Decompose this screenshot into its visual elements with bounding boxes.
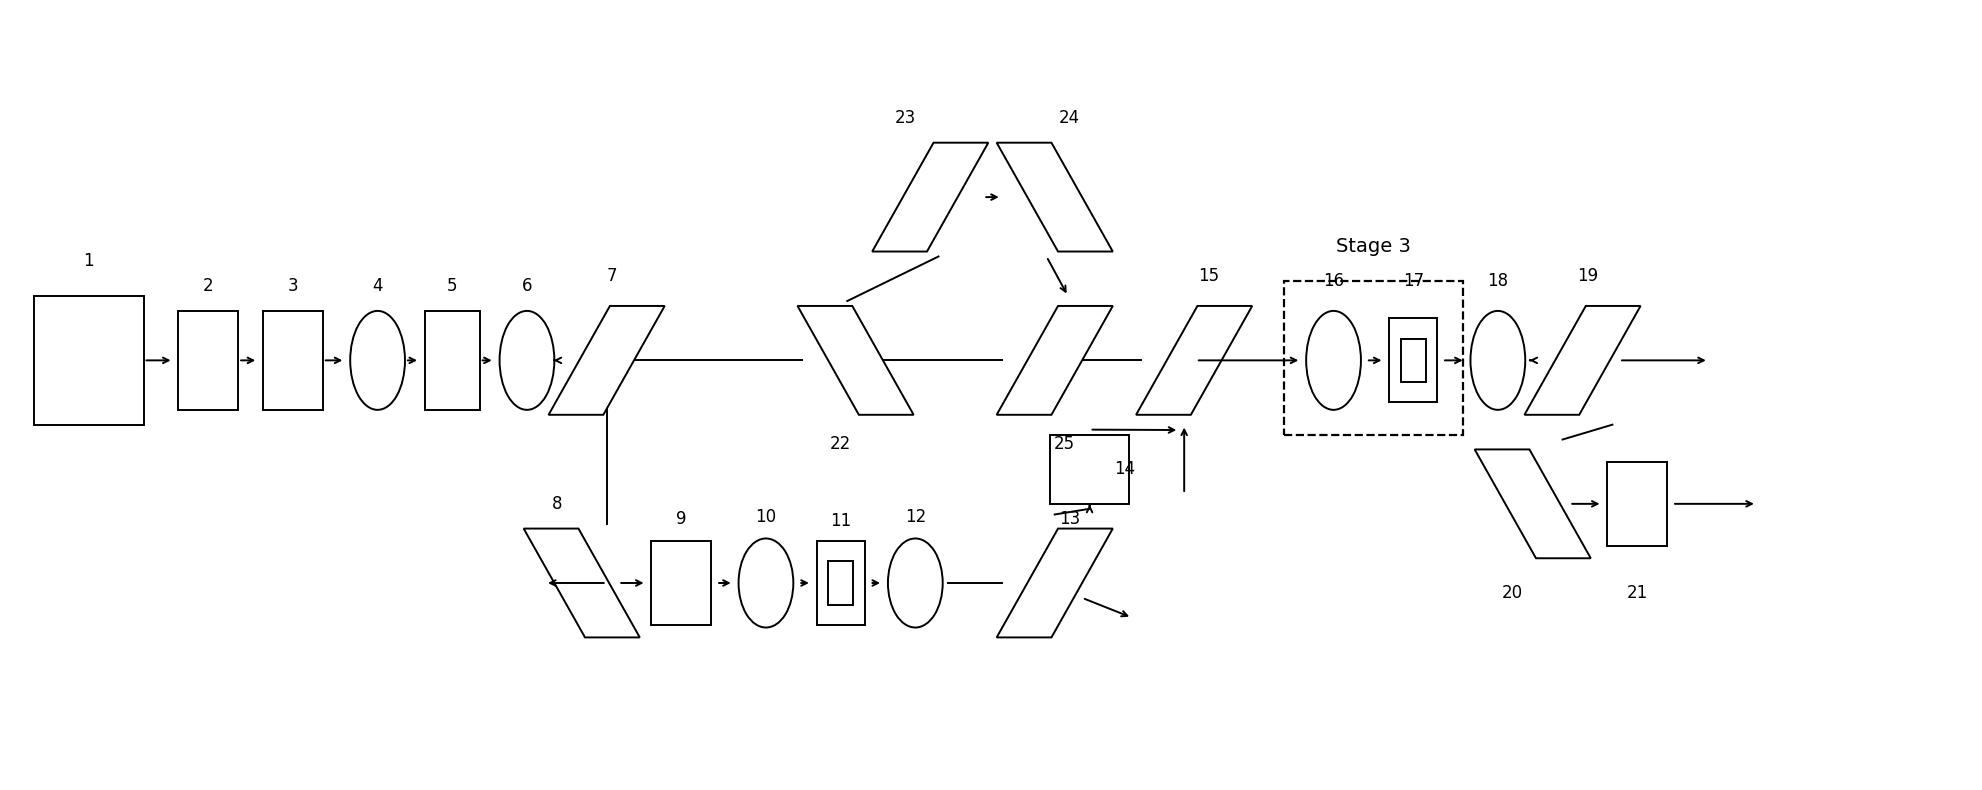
Ellipse shape <box>499 311 555 410</box>
Polygon shape <box>797 306 914 415</box>
Text: 12: 12 <box>904 508 926 525</box>
Text: 13: 13 <box>1058 510 1080 528</box>
Bar <box>817 541 864 625</box>
Text: 18: 18 <box>1486 273 1508 290</box>
Polygon shape <box>872 143 989 251</box>
Polygon shape <box>1136 306 1253 415</box>
Text: 11: 11 <box>830 512 850 529</box>
Bar <box>1389 318 1437 402</box>
Text: 9: 9 <box>676 510 686 528</box>
Text: 5: 5 <box>448 277 458 295</box>
Bar <box>828 561 852 605</box>
Polygon shape <box>1475 450 1592 559</box>
Bar <box>264 311 323 410</box>
Text: 15: 15 <box>1199 267 1219 285</box>
Text: Stage 3: Stage 3 <box>1336 237 1411 256</box>
Ellipse shape <box>739 539 793 627</box>
Text: 8: 8 <box>551 495 563 513</box>
Polygon shape <box>1524 306 1641 415</box>
Bar <box>1607 462 1667 546</box>
Bar <box>424 311 480 410</box>
Text: 23: 23 <box>894 109 916 127</box>
Text: 25: 25 <box>1054 435 1076 453</box>
Text: 1: 1 <box>83 253 93 270</box>
Text: 10: 10 <box>755 508 777 525</box>
Text: 16: 16 <box>1324 273 1344 290</box>
Text: 17: 17 <box>1403 273 1423 290</box>
Ellipse shape <box>1306 311 1362 410</box>
Text: 7: 7 <box>606 267 616 285</box>
Bar <box>34 296 143 425</box>
Polygon shape <box>997 306 1112 415</box>
Polygon shape <box>997 143 1112 251</box>
Bar <box>1401 338 1425 382</box>
Text: 14: 14 <box>1114 461 1136 478</box>
Text: 4: 4 <box>373 277 383 295</box>
Text: 21: 21 <box>1627 584 1647 602</box>
Text: 2: 2 <box>202 277 214 295</box>
Text: 19: 19 <box>1578 267 1597 285</box>
Ellipse shape <box>351 311 404 410</box>
Bar <box>178 311 238 410</box>
Text: 24: 24 <box>1058 109 1080 127</box>
Text: 20: 20 <box>1502 584 1524 602</box>
Ellipse shape <box>1471 311 1526 410</box>
Text: 6: 6 <box>521 277 533 295</box>
Polygon shape <box>523 529 640 638</box>
Text: 22: 22 <box>830 435 850 453</box>
Bar <box>1050 435 1130 504</box>
Text: 3: 3 <box>287 277 297 295</box>
Polygon shape <box>997 529 1112 638</box>
Bar <box>652 541 712 625</box>
Bar <box>1284 281 1463 435</box>
Polygon shape <box>549 306 664 415</box>
Ellipse shape <box>888 539 943 627</box>
